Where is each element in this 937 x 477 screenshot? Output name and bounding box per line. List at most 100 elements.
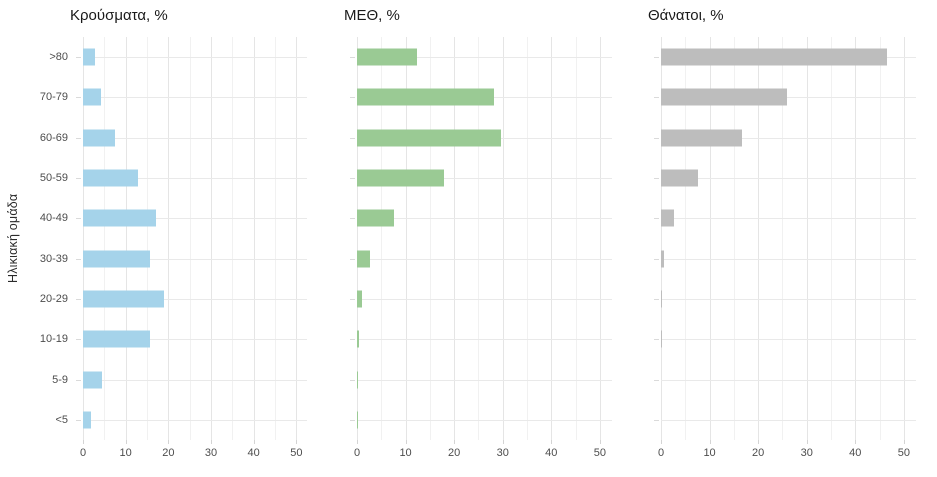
gridline-vertical [661,37,662,440]
x-axis-icu: 0 10 20 30 40 50 [353,440,612,477]
gridline-vertical [806,37,808,440]
x-tick [125,440,127,444]
y-tick [76,379,81,381]
gridline-vertical [189,37,191,440]
gridline-vertical [125,37,127,440]
y-tick [654,258,659,260]
gridline-horizontal [661,218,916,220]
x-tick-label: 30 [800,447,813,459]
y-tick [350,57,355,59]
gridline-vertical [296,37,298,440]
gridline-horizontal [357,379,612,381]
gridline-vertical [551,37,553,440]
gridline-horizontal [357,218,612,220]
gridline-vertical [599,37,601,440]
gridline-horizontal [83,379,307,381]
bar-30-39 [357,250,370,268]
y-tick [654,218,659,220]
bar-50-59 [661,169,698,187]
gridline-horizontal [357,57,612,59]
gridline-vertical [381,37,383,440]
y-tick [654,137,659,139]
x-tick [454,440,456,444]
gridline-horizontal [357,419,612,421]
gridline-vertical [83,37,84,440]
gridline-vertical [733,37,735,440]
gridline-vertical [357,37,358,440]
x-tick [806,440,808,444]
bar-30-39 [83,250,151,268]
x-tick-label: 0 [79,447,87,459]
y-tick [76,178,81,180]
bar-50-59 [83,169,139,187]
bar-60-69 [661,129,743,147]
gridline-vertical [275,37,276,440]
gridline-vertical [879,37,881,440]
bar->80 [661,48,887,66]
x-tick-label: 10 [119,447,132,459]
y-tick [76,258,81,260]
y-tick-label: 10-19 [39,333,68,346]
y-tick-label: 40-49 [39,212,68,225]
x-tick [296,440,298,444]
bar-50-59 [357,169,445,187]
x-tick-label: 30 [204,447,218,459]
panel-title-deaths: Θάνατοι, % [648,7,724,24]
y-tick [76,57,81,59]
x-tick-label: 10 [703,447,716,459]
bar-20-29 [357,290,362,308]
x-tick [253,440,255,444]
x-tick-label: 10 [399,447,412,459]
x-tick [357,440,358,444]
x-tick-label: 40 [247,447,260,459]
gridline-vertical [855,37,857,440]
x-tick-label: 50 [290,447,303,459]
bar->80 [357,48,417,66]
gridline-vertical [168,37,170,440]
x-axis-deaths: 0 10 20 30 40 50 [658,440,916,477]
y-tick-label: 50-59 [39,172,68,185]
x-tick-label: 20 [752,447,765,459]
bar->80 [83,48,95,66]
gridline-horizontal [661,419,916,421]
y-tick [654,178,659,180]
y-tick [350,258,355,260]
gridline-horizontal [83,298,307,300]
x-tick-label: 30 [496,447,509,459]
gridline-horizontal [357,339,612,341]
x-tick-label: 20 [162,447,175,459]
bar-60-69 [83,129,115,147]
gridline-horizontal [661,298,916,300]
y-tick [76,218,81,220]
y-tick [350,379,355,381]
bar-40-49 [661,209,674,227]
x-tick [661,440,662,444]
gridline-horizontal [661,258,916,260]
gridline-vertical [478,37,480,440]
x-tick [405,440,407,444]
panel-title-icu: ΜΕΘ, % [344,7,400,24]
x-tick-label: 50 [593,447,606,459]
bar-10-19 [83,330,150,348]
y-tick-label: 60-69 [39,131,68,144]
gridline-horizontal [357,178,612,180]
gridline-horizontal [661,178,916,180]
y-tick [654,298,659,300]
bar-<5 [83,411,91,429]
y-tick [350,218,355,220]
gridline-vertical [405,37,407,440]
gridline-vertical [575,37,577,440]
gridline-horizontal [661,137,916,139]
panel-title-cases: Κρούσματα, % [70,7,168,24]
panel-icu [350,37,612,440]
x-tick [599,440,601,444]
y-tick [350,339,355,341]
gridline-vertical [253,37,255,440]
gridline-vertical [104,37,106,440]
x-tick [211,440,212,444]
x-tick [83,440,84,444]
y-tick [350,419,355,421]
gridline-horizontal [83,419,307,421]
y-tick [76,298,81,300]
x-tick-label: 0 [353,447,361,459]
